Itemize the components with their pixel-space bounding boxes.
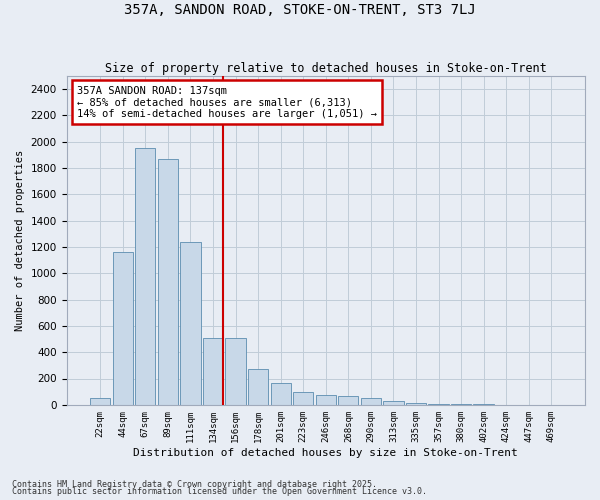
Bar: [271, 383, 291, 405]
Bar: [293, 392, 313, 405]
Title: Size of property relative to detached houses in Stoke-on-Trent: Size of property relative to detached ho…: [105, 62, 547, 74]
Bar: [113, 252, 133, 405]
Bar: [361, 398, 381, 405]
Bar: [406, 403, 426, 405]
Bar: [203, 338, 223, 405]
Bar: [90, 398, 110, 405]
Text: 357A, SANDON ROAD, STOKE-ON-TRENT, ST3 7LJ: 357A, SANDON ROAD, STOKE-ON-TRENT, ST3 7…: [124, 2, 476, 16]
Y-axis label: Number of detached properties: Number of detached properties: [15, 150, 25, 331]
Text: Contains public sector information licensed under the Open Government Licence v3: Contains public sector information licen…: [12, 487, 427, 496]
X-axis label: Distribution of detached houses by size in Stoke-on-Trent: Distribution of detached houses by size …: [133, 448, 518, 458]
Bar: [248, 370, 268, 405]
Bar: [338, 396, 358, 405]
Bar: [316, 395, 336, 405]
Bar: [158, 158, 178, 405]
Text: 357A SANDON ROAD: 137sqm
← 85% of detached houses are smaller (6,313)
14% of sem: 357A SANDON ROAD: 137sqm ← 85% of detach…: [77, 86, 377, 118]
Bar: [428, 404, 449, 405]
Bar: [181, 242, 200, 405]
Bar: [226, 338, 246, 405]
Text: Contains HM Land Registry data © Crown copyright and database right 2025.: Contains HM Land Registry data © Crown c…: [12, 480, 377, 489]
Bar: [135, 148, 155, 405]
Bar: [383, 401, 404, 405]
Bar: [451, 404, 471, 405]
